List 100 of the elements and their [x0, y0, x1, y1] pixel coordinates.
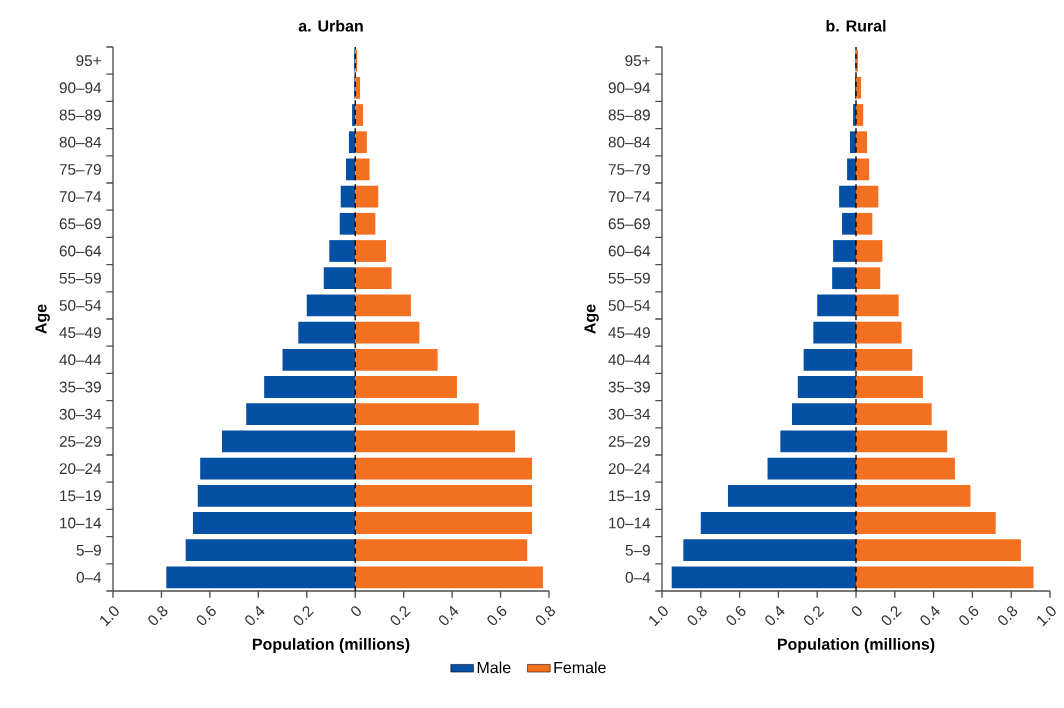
x-tick-label: 0.8 [998, 606, 1018, 626]
bar [803, 348, 857, 371]
bar [856, 430, 948, 453]
y-tick-label: 85–89 [608, 109, 650, 121]
bar [856, 185, 879, 208]
bar [780, 430, 857, 453]
x-tick-label: 0.6 [487, 606, 507, 626]
bar [856, 484, 971, 507]
chart-title: b. Rural [826, 19, 886, 32]
bar [185, 539, 356, 562]
y-tick-label: 35–39 [59, 381, 101, 393]
x-tick-label: 0.2 [804, 606, 825, 626]
bar [222, 430, 356, 453]
x-tick-label: 0.2 [293, 606, 314, 626]
bar [355, 457, 533, 480]
y-tick-label: 10–14 [60, 517, 102, 529]
bar [683, 539, 857, 562]
y-tick-label: 50–54 [59, 299, 102, 311]
x-tick-label: 0.4 [765, 605, 785, 626]
y-tick-label: 70–74 [59, 191, 102, 203]
bar [856, 131, 868, 154]
y-tick-label: 25–29 [59, 435, 101, 447]
x-tick-label: 0 [351, 606, 361, 617]
bar [727, 484, 857, 507]
bar [813, 321, 857, 344]
y-tick-label: 0–4 [76, 571, 102, 583]
bar [842, 212, 857, 235]
y-axis-title: Age [584, 304, 599, 334]
y-tick-label: 80–84 [59, 136, 102, 148]
y-tick-label: 5–9 [625, 544, 650, 556]
bar [246, 403, 356, 426]
bar [355, 104, 363, 126]
bar [355, 539, 528, 562]
x-tick-label: 0.2 [881, 606, 902, 626]
bar [197, 484, 356, 507]
x-tick-label: 0.8 [687, 606, 707, 626]
x-tick-label: 0 [851, 606, 862, 617]
bar [355, 566, 543, 589]
bar [298, 321, 356, 344]
bar [856, 321, 902, 344]
x-tick-label: 0.6 [726, 606, 746, 626]
y-tick-label: 35–39 [608, 381, 650, 393]
bar [355, 348, 438, 371]
chart-title: a. Urban [298, 19, 363, 32]
y-tick-label: 30–34 [608, 408, 651, 420]
bar [355, 430, 516, 453]
bar [355, 131, 367, 154]
bar [355, 512, 533, 534]
x-tick-label: 0.8 [148, 606, 168, 626]
bar [355, 403, 479, 426]
y-tick-label: 15–19 [609, 490, 650, 502]
x-axis-title: Population (millions) [777, 638, 935, 653]
y-tick-label: 5–9 [76, 544, 101, 556]
bar [856, 104, 864, 126]
y-tick-label: 55–59 [608, 272, 650, 284]
y-tick-label: 50–54 [608, 299, 651, 311]
y-tick-label: 95+ [76, 55, 101, 67]
x-tick-label: 0.8 [535, 606, 555, 626]
bar [832, 267, 857, 290]
bar [264, 376, 356, 398]
bar [856, 76, 862, 99]
bar [797, 376, 857, 398]
bar [856, 403, 932, 426]
y-tick-label: 75–79 [59, 163, 101, 175]
bar [856, 240, 883, 262]
y-tick-label: 20–24 [608, 463, 651, 475]
bar [200, 457, 356, 480]
y-tick-label: 65–69 [59, 218, 101, 230]
bar [355, 484, 533, 507]
y-tick-label: 45–49 [59, 327, 101, 339]
y-tick-label: 65–69 [608, 218, 650, 230]
bar [355, 240, 386, 262]
bar [352, 104, 356, 126]
x-tick-label: 1.0 [1037, 606, 1056, 627]
y-tick-label: 95+ [625, 55, 650, 67]
y-tick-label: 60–64 [608, 245, 651, 257]
bar [856, 294, 899, 317]
x-axis-title: Population (millions) [252, 638, 410, 653]
y-tick-label: 40–44 [59, 354, 102, 366]
legend-label: Male [477, 661, 511, 674]
y-tick-label: 30–34 [59, 408, 102, 420]
bar [700, 512, 857, 534]
bar [355, 212, 376, 235]
y-tick-label: 55–59 [59, 272, 101, 284]
bar [839, 185, 857, 208]
bar [856, 158, 870, 181]
bar [856, 457, 955, 480]
x-tick-label: 1.0 [649, 606, 668, 627]
bar [346, 158, 356, 181]
bar [355, 158, 370, 181]
bar [355, 294, 411, 317]
bar [323, 267, 356, 290]
bar [856, 348, 913, 371]
bar [348, 131, 356, 154]
y-tick-label: 40–44 [608, 354, 651, 366]
y-tick-label: 60–64 [59, 245, 102, 257]
bar [856, 267, 881, 290]
legend-label: Female [554, 661, 606, 674]
bar [282, 348, 356, 371]
x-tick-label: 0.6 [196, 606, 216, 626]
